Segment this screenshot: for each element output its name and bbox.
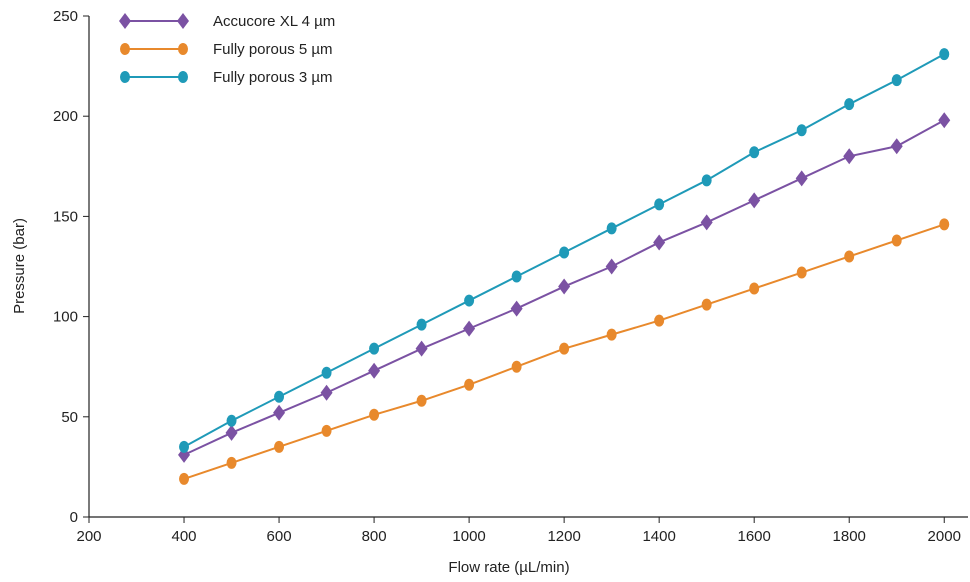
data-point (844, 98, 855, 111)
x-axis-label: Flow rate (µL/min) (448, 559, 569, 576)
data-point (843, 148, 856, 165)
data-point (369, 342, 380, 355)
y-tick-label: 200 (53, 108, 78, 125)
data-point (559, 342, 570, 355)
data-point (321, 424, 332, 437)
legend-marker (120, 43, 130, 55)
x-tick-label: 1800 (833, 528, 866, 545)
x-tick-label: 600 (267, 528, 292, 545)
legend-marker (178, 43, 188, 55)
x-tick-label: 1400 (642, 528, 675, 545)
series-layer (178, 48, 951, 485)
data-point (749, 146, 760, 159)
data-point (654, 314, 665, 327)
data-point (939, 218, 950, 231)
data-point (368, 362, 381, 379)
data-point (606, 222, 617, 235)
x-tick-label: 1600 (738, 528, 771, 545)
series-0 (178, 112, 951, 463)
data-point (226, 456, 237, 469)
data-point (606, 328, 617, 341)
data-point (796, 124, 807, 137)
series-2 (179, 48, 950, 453)
data-point (274, 440, 285, 453)
data-point (701, 298, 712, 311)
data-point (749, 282, 760, 295)
legend-item: Fully porous 5 µm (120, 41, 333, 58)
data-point (415, 340, 428, 357)
x-tick-label: 800 (362, 528, 387, 545)
data-point (654, 198, 665, 211)
data-point (795, 170, 808, 187)
legend-marker (119, 13, 131, 29)
data-point (416, 394, 427, 407)
y-tick-label: 150 (53, 208, 78, 225)
legend: Accucore XL 4 µm Fully porous 5 µm Fully p… (119, 13, 335, 86)
y-axis-label: Pressure (bar) (11, 218, 28, 314)
data-point (700, 214, 713, 231)
series-1 (179, 218, 950, 485)
y-tick-label: 50 (61, 409, 78, 426)
data-point (558, 278, 571, 295)
data-point (510, 300, 523, 317)
data-point (938, 112, 951, 129)
data-point (891, 74, 902, 87)
data-point (463, 320, 476, 337)
axes: 200 400 600 800 1000 1200 1400 1600 1800 2000 0 50 1… (53, 8, 968, 545)
legend-label: Fully porous 3 µm (213, 69, 333, 86)
data-point (605, 258, 618, 275)
legend-item: Accucore XL 4 µm (119, 13, 335, 30)
legend-label: Fully porous 5 µm (213, 41, 333, 58)
data-point (225, 424, 238, 441)
data-point (511, 270, 522, 283)
data-point (891, 234, 902, 247)
y-tick-label: 100 (53, 309, 78, 326)
x-tick-label: 1200 (547, 528, 580, 545)
data-point (274, 390, 285, 403)
data-point (320, 384, 333, 401)
legend-marker (120, 71, 130, 83)
data-point (179, 472, 190, 485)
data-point (273, 404, 286, 421)
data-point (890, 138, 903, 155)
data-point (416, 318, 427, 331)
data-point (796, 266, 807, 279)
x-tick-label: 2000 (928, 528, 961, 545)
data-point (369, 408, 380, 421)
data-point (653, 234, 666, 251)
x-tick-label: 400 (172, 528, 197, 545)
data-point (464, 378, 475, 391)
x-tick-label: 200 (76, 528, 101, 545)
legend-item: Fully porous 3 µm (120, 69, 333, 86)
data-point (748, 192, 761, 209)
y-tick-label: 0 (70, 509, 78, 526)
x-tick-label: 1000 (452, 528, 485, 545)
data-point (844, 250, 855, 263)
y-tick-label: 250 (53, 8, 78, 25)
data-point (939, 48, 950, 61)
legend-marker (178, 71, 188, 83)
legend-label: Accucore XL 4 µm (213, 13, 335, 30)
legend-marker (177, 13, 189, 29)
data-point (226, 414, 237, 427)
data-point (179, 440, 190, 453)
data-point (464, 294, 475, 307)
data-point (511, 360, 522, 373)
data-point (701, 174, 712, 187)
data-point (321, 366, 332, 379)
data-point (559, 246, 570, 259)
